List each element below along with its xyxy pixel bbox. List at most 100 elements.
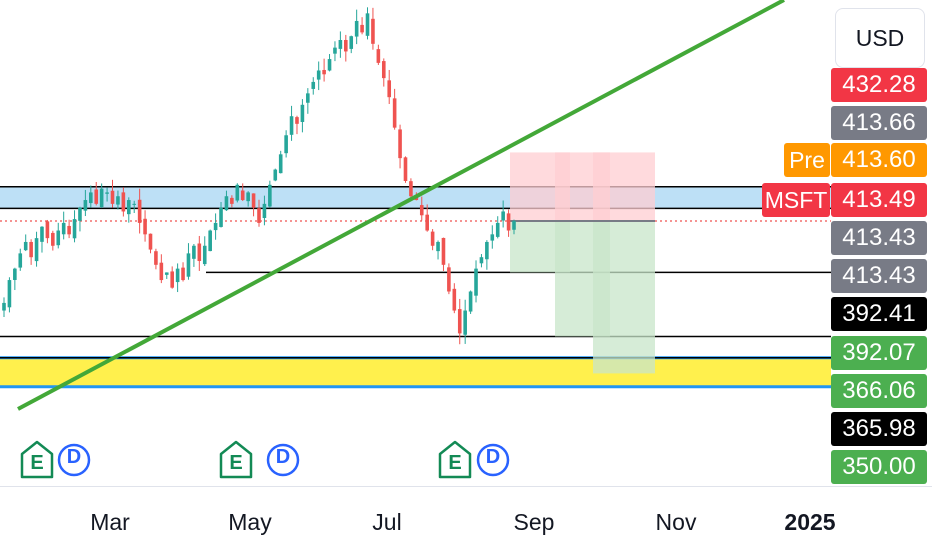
earnings-marker[interactable]: E	[438, 440, 472, 480]
candle-body	[457, 309, 462, 334]
candle-body	[159, 262, 164, 281]
candle-body	[463, 310, 467, 335]
candle-body	[192, 245, 196, 259]
candle-body	[240, 190, 245, 201]
time-axis[interactable]: Mar May Jul Sep Nov 2025	[0, 486, 932, 550]
price-chart[interactable]	[0, 0, 831, 486]
candle-body	[441, 237, 446, 265]
candle-body	[262, 203, 267, 218]
dividend-icon	[57, 443, 91, 477]
candle-body	[83, 200, 88, 211]
candle-body	[381, 61, 386, 79]
candle-body	[67, 225, 71, 235]
pre-market-tag: Pre	[784, 143, 830, 177]
candle-body	[246, 192, 250, 202]
candle-body	[436, 241, 440, 252]
candle-body	[170, 271, 174, 288]
price-label: 413.43	[831, 221, 927, 255]
candle-body	[137, 199, 142, 223]
candle-body	[72, 219, 77, 239]
price-label: 413.43	[831, 259, 927, 293]
candle-body	[506, 213, 511, 231]
earnings-marker[interactable]: E	[20, 440, 54, 480]
candle-body	[447, 267, 451, 292]
stop-loss-zone	[593, 152, 655, 222]
time-axis-label: Sep	[513, 509, 555, 535]
candle-body	[425, 214, 429, 231]
candle-body	[175, 268, 180, 283]
candle-body	[311, 81, 316, 89]
currency-button[interactable]: USD	[835, 8, 925, 68]
dividend-icon	[266, 443, 300, 477]
candle-body	[273, 169, 278, 181]
time-axis-label: Jul	[372, 509, 402, 535]
price-axis[interactable]: 432.28 413.66 413.60 413.49 413.43 413.43 392.…	[831, 0, 932, 486]
candle-body	[94, 189, 99, 204]
price-label: 392.07	[831, 336, 927, 370]
price-label: 413.66	[831, 106, 927, 140]
candle-body	[219, 207, 223, 227]
candle-body	[501, 211, 505, 221]
time-axis-label: Mar	[90, 509, 130, 535]
candle-body	[257, 208, 261, 223]
candle-body	[110, 190, 115, 204]
candle-body	[56, 230, 61, 246]
candle-body	[143, 218, 147, 235]
candle-body	[316, 70, 321, 80]
event-label: D	[275, 446, 291, 468]
candle-body	[202, 245, 207, 265]
trendline	[17, 0, 785, 411]
earnings-icon	[219, 440, 253, 479]
candle-body	[360, 24, 364, 33]
event-label: D	[66, 446, 82, 468]
candle-body	[224, 196, 229, 211]
candle-body	[354, 20, 359, 37]
earnings-icon	[438, 440, 472, 479]
candle-body	[485, 241, 489, 260]
candle-body	[452, 288, 457, 311]
candle-body	[116, 196, 120, 205]
candle-body	[419, 205, 424, 216]
candle-body	[268, 184, 272, 207]
candle-body	[398, 129, 402, 159]
candle-body	[365, 13, 370, 36]
price-label: 432.28	[831, 68, 927, 102]
candle-body	[51, 232, 55, 246]
dividend-marker[interactable]: D	[476, 440, 510, 480]
candle-body	[89, 192, 93, 204]
candle-body	[295, 117, 299, 124]
candle-body	[18, 253, 23, 268]
candle-body	[235, 184, 240, 201]
candle-body	[344, 39, 348, 52]
candle-body	[34, 238, 39, 262]
candle-body	[99, 188, 104, 208]
candle-body	[154, 251, 158, 265]
price-label: 413.49	[831, 183, 927, 217]
candle-body	[474, 268, 478, 296]
candle-body	[121, 192, 126, 212]
candle-body	[409, 181, 413, 197]
candle-body	[490, 234, 495, 241]
candle-body	[213, 222, 218, 231]
earnings-icon	[20, 440, 54, 479]
time-axis-label: Nov	[655, 509, 697, 535]
candle-body	[468, 291, 473, 312]
dividend-marker[interactable]: D	[266, 440, 300, 480]
candle-body	[148, 233, 153, 250]
earnings-marker[interactable]: E	[219, 440, 253, 480]
take-profit-zone	[593, 221, 655, 374]
candle-body	[495, 222, 500, 237]
candle-body	[45, 221, 50, 239]
dividend-icon	[476, 443, 510, 477]
candle-body	[376, 49, 381, 63]
candle-body	[306, 93, 310, 103]
time-axis-label: May	[228, 509, 272, 535]
candle-body	[284, 135, 288, 154]
candle-body	[278, 154, 283, 174]
candle-body	[23, 241, 28, 251]
event-label: E	[30, 452, 44, 474]
time-axis-label: 2025	[784, 509, 836, 535]
event-label: D	[485, 446, 501, 468]
candle-body	[512, 221, 516, 230]
dividend-marker[interactable]: D	[57, 440, 91, 480]
